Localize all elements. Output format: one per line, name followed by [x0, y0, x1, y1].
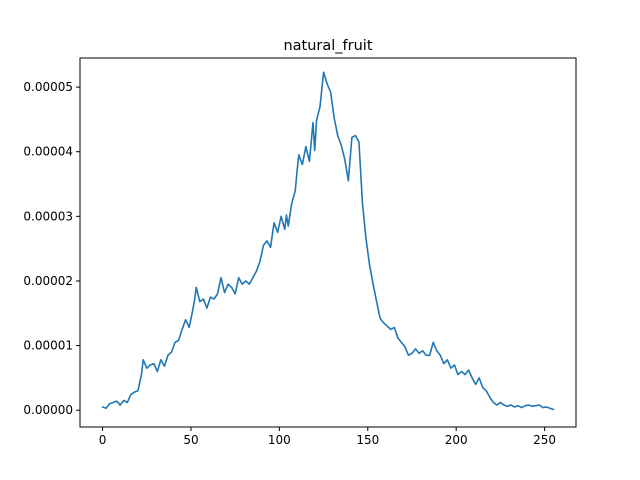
y-tick-label: 0.00000 [23, 403, 73, 417]
x-tick-label: 50 [183, 433, 198, 447]
y-tick-label: 0.00005 [23, 80, 73, 94]
y-tick-label: 0.00003 [23, 209, 73, 223]
y-tick-label: 0.00001 [23, 339, 73, 353]
y-tick-label: 0.00004 [23, 145, 73, 159]
axes-frame [79, 57, 577, 428]
axis-ticks: 0 50 100 150 200 250 0.00000 0.00001 0.00002 0.00… [23, 80, 556, 447]
series-line [101, 71, 555, 411]
y-tick-label: 0.00002 [23, 274, 73, 288]
x-tick-label: 200 [445, 433, 468, 447]
x-tick-label: 150 [356, 433, 379, 447]
x-tick-label: 100 [268, 433, 291, 447]
x-tick-label: 250 [533, 433, 556, 447]
chart-title: natural_fruit [283, 38, 372, 54]
x-tick-label: 0 [99, 433, 107, 447]
plot-area [101, 71, 555, 411]
